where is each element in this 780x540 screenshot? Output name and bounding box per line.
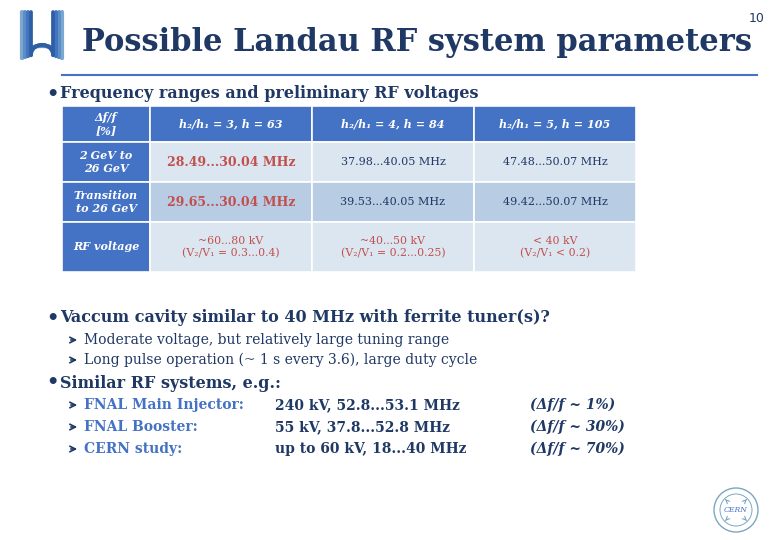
Text: Transition
to 26 GeV: Transition to 26 GeV bbox=[74, 190, 138, 214]
Bar bbox=[62, 142, 150, 182]
Text: 29.65...30.04 MHz: 29.65...30.04 MHz bbox=[167, 195, 295, 208]
Text: FNAL Main Injector:: FNAL Main Injector: bbox=[84, 398, 244, 412]
Text: 10: 10 bbox=[749, 12, 765, 25]
Bar bbox=[150, 106, 312, 142]
Text: < 40 kV
(V₂/V₁ < 0.2): < 40 kV (V₂/V₁ < 0.2) bbox=[520, 235, 590, 259]
Text: Δf/f
[%]: Δf/f [%] bbox=[95, 112, 117, 136]
Text: (Δf/f ~ 70%): (Δf/f ~ 70%) bbox=[530, 442, 625, 456]
Text: CERN study:: CERN study: bbox=[84, 442, 183, 456]
Bar bbox=[312, 222, 474, 272]
Text: 2 GeV to
26 GeV: 2 GeV to 26 GeV bbox=[80, 150, 133, 174]
Bar bbox=[312, 182, 474, 222]
Text: up to 60 kV, 18...40 MHz: up to 60 kV, 18...40 MHz bbox=[275, 442, 466, 456]
Bar bbox=[62, 222, 150, 272]
Text: 39.53...40.05 MHz: 39.53...40.05 MHz bbox=[341, 197, 445, 207]
Text: 49.42...50.07 MHz: 49.42...50.07 MHz bbox=[502, 197, 608, 207]
Text: Vaccum cavity similar to 40 MHz with ferrite tuner(s)?: Vaccum cavity similar to 40 MHz with fer… bbox=[60, 309, 550, 327]
Text: Similar RF systems, e.g.:: Similar RF systems, e.g.: bbox=[60, 375, 281, 392]
Text: 28.49...30.04 MHz: 28.49...30.04 MHz bbox=[167, 156, 296, 168]
Text: 240 kV, 52.8...53.1 MHz: 240 kV, 52.8...53.1 MHz bbox=[275, 398, 460, 412]
Bar bbox=[150, 182, 312, 222]
Bar bbox=[474, 142, 636, 182]
Text: Possible Landau RF system parameters: Possible Landau RF system parameters bbox=[82, 26, 752, 57]
Bar bbox=[474, 222, 636, 272]
Text: ~60...80 kV
(V₂/V₁ = 0.3...0.4): ~60...80 kV (V₂/V₁ = 0.3...0.4) bbox=[183, 235, 280, 259]
Bar bbox=[474, 106, 636, 142]
Text: •: • bbox=[46, 308, 58, 327]
Text: Frequency ranges and preliminary RF voltages: Frequency ranges and preliminary RF volt… bbox=[60, 85, 478, 103]
Bar bbox=[62, 106, 150, 142]
Text: FNAL Booster:: FNAL Booster: bbox=[84, 420, 198, 434]
Bar bbox=[150, 222, 312, 272]
Text: h₂/h₁ = 5, h = 105: h₂/h₁ = 5, h = 105 bbox=[499, 118, 611, 130]
Bar bbox=[312, 106, 474, 142]
Text: h₂/h₁ = 4, h = 84: h₂/h₁ = 4, h = 84 bbox=[342, 118, 445, 130]
Text: Long pulse operation (~ 1 s every 3.6), large duty cycle: Long pulse operation (~ 1 s every 3.6), … bbox=[84, 353, 477, 367]
Bar bbox=[62, 182, 150, 222]
Text: •: • bbox=[46, 84, 58, 104]
Text: 47.48...50.07 MHz: 47.48...50.07 MHz bbox=[502, 157, 608, 167]
Bar bbox=[312, 142, 474, 182]
Bar bbox=[150, 142, 312, 182]
Text: 55 kV, 37.8...52.8 MHz: 55 kV, 37.8...52.8 MHz bbox=[275, 420, 450, 434]
Text: •: • bbox=[46, 374, 58, 393]
Text: h₂/h₁ = 3, h = 63: h₂/h₁ = 3, h = 63 bbox=[179, 118, 282, 130]
Bar bbox=[474, 182, 636, 222]
Text: (Δf/f ~ 30%): (Δf/f ~ 30%) bbox=[530, 420, 625, 434]
Text: (Δf/f ~ 1%): (Δf/f ~ 1%) bbox=[530, 398, 615, 412]
Text: RF voltage: RF voltage bbox=[73, 241, 139, 253]
Text: 37.98...40.05 MHz: 37.98...40.05 MHz bbox=[341, 157, 445, 167]
Text: Moderate voltage, but relatively large tuning range: Moderate voltage, but relatively large t… bbox=[84, 333, 449, 347]
Text: ~40...50 kV
(V₂/V₁ = 0.2...0.25): ~40...50 kV (V₂/V₁ = 0.2...0.25) bbox=[341, 235, 445, 259]
Text: CERN: CERN bbox=[724, 506, 748, 514]
